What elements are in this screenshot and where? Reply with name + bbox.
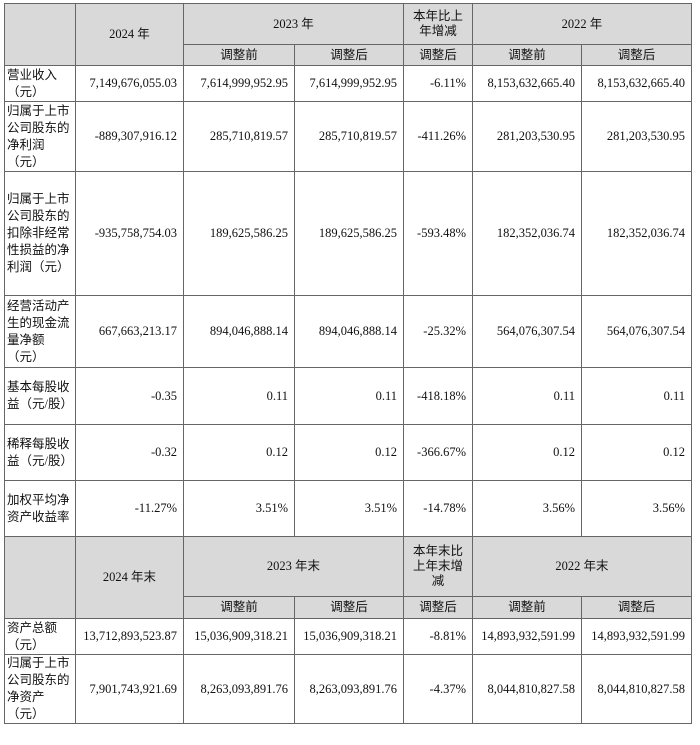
value-2023-after: 189,625,586.25 (294, 171, 404, 296)
header-change-end: 本年末比上年末增减 (403, 536, 473, 597)
header-row: 2024 年 2023 年 本年比上年增减 2022 年 (4, 3, 692, 66)
row-label: 经营活动产生的现金流量净额（元） (4, 295, 76, 368)
row-label: 归属于上市公司股东的净利润（元） (4, 101, 76, 172)
value-2022-after: 0.11 (581, 367, 692, 425)
row-label: 归属于上市公司股东的扣除非经常性损益的净利润（元） (4, 171, 76, 296)
value-2024: -0.35 (75, 367, 184, 425)
header-row: 2024 年末 2023 年末 本年末比上年末增减 2022 年末 (4, 536, 692, 619)
row-label: 加权平均净资产收益率 (4, 480, 76, 537)
value-2023-after: 285,710,819.57 (294, 101, 404, 172)
value-2022-before: 3.56% (472, 480, 582, 537)
value-2023-end-before: 15,036,909,318.21 (183, 618, 295, 655)
value-2022-end-before: 14,893,932,591.99 (472, 618, 582, 655)
value-2022-after: 3.56% (581, 480, 692, 537)
table-row: 加权平均净资产收益率 -11.27% 3.51% 3.51% -14.78% 3… (4, 480, 692, 537)
table-row: 归属于上市公司股东的净资产（元） 7,901,743,921.69 8,263,… (4, 654, 692, 724)
row-label: 资产总额（元） (4, 618, 76, 655)
header-2024-end: 2024 年末 (75, 536, 184, 619)
header-2024: 2024 年 (75, 3, 184, 66)
row-label: 归属于上市公司股东的净资产（元） (4, 654, 76, 724)
value-2023-before: 3.51% (183, 480, 295, 537)
value-2023-end-before: 8,263,093,891.76 (183, 654, 295, 724)
header-2023-end-after: 调整后 (294, 596, 404, 619)
subheader-row: 调整前 调整后 调整后 调整前 调整后 (5, 44, 692, 66)
value-2022-after: 0.12 (581, 424, 692, 481)
value-2024: 667,663,213.17 (75, 295, 184, 368)
header-2023-end: 2023 年末 (183, 536, 404, 597)
value-2023-after: 894,046,888.14 (294, 295, 404, 368)
value-2022-before: 281,203,530.95 (472, 101, 582, 172)
table-row: 稀释每股收益（元/股） -0.32 0.12 0.12 -366.67% 0.1… (4, 424, 692, 481)
header-2022: 2022 年 (472, 3, 692, 45)
value-2024: -0.32 (75, 424, 184, 481)
value-2022-before: 8,153,632,665.40 (472, 65, 582, 102)
table-row: 经营活动产生的现金流量净额（元） 667,663,213.17 894,046,… (4, 295, 692, 368)
value-change-end: -8.81% (403, 618, 473, 655)
row-label: 营业收入（元） (4, 65, 76, 102)
header-2022-before: 调整前 (472, 44, 582, 66)
value-2022-after: 182,352,036.74 (581, 171, 692, 296)
row-label: 基本每股收益（元/股） (4, 367, 76, 425)
header-change: 本年比上年增减 (403, 3, 473, 45)
table-row: 资产总额（元） 13,712,893,523.87 15,036,909,318… (4, 618, 692, 655)
value-2022-before: 564,076,307.54 (472, 295, 582, 368)
value-2023-before: 285,710,819.57 (183, 101, 295, 172)
header-2022-end: 2022 年末 (472, 536, 692, 597)
financial-summary-table-wrapper: 2024 年 2023 年 本年比上年增减 2022 年 调整前 调整后 调整后… (4, 3, 692, 724)
value-2024-end: 7,901,743,921.69 (75, 654, 184, 724)
value-2023-before: 894,046,888.14 (183, 295, 295, 368)
header-2023: 2023 年 (183, 3, 404, 45)
header-2023-end-before: 调整前 (183, 596, 295, 619)
value-2022-before: 182,352,036.74 (472, 171, 582, 296)
financial-summary-table: 2024 年 2023 年 本年比上年增减 2022 年 调整前 调整后 调整后… (4, 3, 692, 724)
value-change: -25.32% (403, 295, 473, 368)
table-row: 归属于上市公司股东的扣除非经常性损益的净利润（元） -935,758,754.0… (4, 171, 692, 296)
value-2024: 7,149,676,055.03 (75, 65, 184, 102)
value-2022-after: 8,153,632,665.40 (581, 65, 692, 102)
value-2022-end-after: 14,893,932,591.99 (581, 618, 692, 655)
header-2023-after: 调整后 (294, 44, 404, 66)
value-2024: -935,758,754.03 (75, 171, 184, 296)
header-2023-before: 调整前 (183, 44, 295, 66)
value-2023-before: 0.11 (183, 367, 295, 425)
value-2023-after: 3.51% (294, 480, 404, 537)
value-2023-before: 189,625,586.25 (183, 171, 295, 296)
value-2024: -11.27% (75, 480, 184, 537)
value-2023-before: 7,614,999,952.95 (183, 65, 295, 102)
value-change: -6.11% (403, 65, 473, 102)
table-row: 基本每股收益（元/股） -0.35 0.11 0.11 -418.18% 0.1… (4, 367, 692, 425)
value-change-end: -4.37% (403, 654, 473, 724)
value-2024: -889,307,916.12 (75, 101, 184, 172)
value-2022-end-after: 8,044,810,827.58 (581, 654, 692, 724)
value-2023-after: 7,614,999,952.95 (294, 65, 404, 102)
value-2022-after: 281,203,530.95 (581, 101, 692, 172)
header-2022-end-after: 调整后 (581, 596, 692, 619)
value-2022-before: 0.11 (472, 367, 582, 425)
header-change-end-after: 调整后 (403, 596, 473, 619)
value-2022-after: 564,076,307.54 (581, 295, 692, 368)
value-2023-after: 0.12 (294, 424, 404, 481)
value-change: -418.18% (403, 367, 473, 425)
corner-cell (4, 3, 76, 66)
value-change: -366.67% (403, 424, 473, 481)
table-row: 归属于上市公司股东的净利润（元） -889,307,916.12 285,710… (4, 101, 692, 172)
value-2023-after: 0.11 (294, 367, 404, 425)
value-change: -411.26% (403, 101, 473, 172)
header-2022-end-before: 调整前 (472, 596, 582, 619)
value-2024-end: 13,712,893,523.87 (75, 618, 184, 655)
row-label: 稀释每股收益（元/股） (4, 424, 76, 481)
value-2022-end-before: 8,044,810,827.58 (472, 654, 582, 724)
header-2022-after: 调整后 (581, 44, 692, 66)
value-2023-before: 0.12 (183, 424, 295, 481)
table-row: 营业收入（元） 7,149,676,055.03 7,614,999,952.9… (4, 65, 692, 102)
header-change-after: 调整后 (403, 44, 473, 66)
value-change: -14.78% (403, 480, 473, 537)
value-2023-end-after: 8,263,093,891.76 (294, 654, 404, 724)
value-change: -593.48% (403, 171, 473, 296)
value-2023-end-after: 15,036,909,318.21 (294, 618, 404, 655)
corner-cell (4, 536, 76, 619)
value-2022-before: 0.12 (472, 424, 582, 481)
